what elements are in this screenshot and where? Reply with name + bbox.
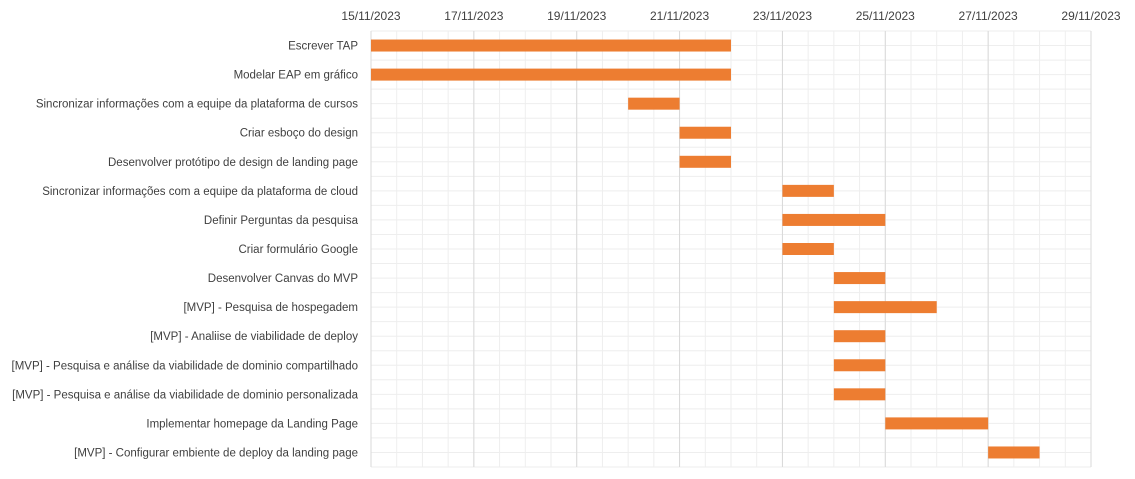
task-label: Criar formulário Google: [238, 244, 358, 256]
task-label: Modelar EAP em gráfico: [234, 70, 358, 82]
task-bars: [371, 39, 1040, 459]
task-label: Implementar homepage da Landing Page: [146, 418, 358, 430]
x-tick-label: 25/11/2023: [856, 9, 915, 23]
task-label: Criar esboço do design: [240, 128, 358, 140]
x-tick-label: 15/11/2023: [341, 9, 400, 23]
task-bar: [833, 388, 886, 401]
task-bar: [782, 184, 834, 197]
x-tick-label: 19/11/2023: [547, 9, 606, 23]
x-tick-label: 21/11/2023: [650, 9, 709, 23]
minor-gridlines: [370, 30, 1092, 468]
task-bar: [988, 446, 1040, 459]
task-label: Definir Perguntas da pesquisa: [204, 215, 359, 227]
task-label: [MVP] - Pesquisa e análise da viabilidad…: [12, 389, 358, 401]
task-bar: [885, 417, 989, 430]
task-bar: [628, 97, 680, 110]
task-bar: [833, 301, 937, 314]
x-tick-label: 27/11/2023: [959, 9, 1018, 23]
task-bar: [833, 272, 886, 285]
task-bar: [833, 359, 886, 372]
task-label: [MVP] - Configurar embiente de deploy da…: [74, 447, 358, 459]
task-bar: [679, 126, 731, 139]
x-tick-label: 23/11/2023: [753, 9, 812, 23]
task-bar: [782, 243, 834, 255]
task-bar: [371, 39, 731, 52]
task-bar: [782, 213, 886, 226]
task-label: [MVP] - Pesquisa e análise da viabilidad…: [12, 360, 358, 372]
x-axis-tick-labels: 15/11/2023 17/11/2023 19/11/2023 21/11/2023…: [341, 9, 1120, 23]
task-label: Escrever TAP: [288, 41, 358, 53]
task-label: Desenvolver Canvas do MVP: [208, 273, 359, 285]
task-label: Desenvolver protótipo de design de landi…: [108, 157, 358, 169]
task-label: Sincronizar informações com a equipe da …: [42, 186, 358, 198]
task-label: [MVP] - Analiise de viabilidade de deplo…: [150, 331, 358, 343]
task-label: Sincronizar informações com a equipe da …: [36, 99, 358, 111]
task-bar: [679, 155, 731, 168]
task-label: [MVP] - Pesquisa de hospegadem: [183, 302, 358, 314]
task-bar: [371, 68, 731, 81]
task-bar: [833, 330, 886, 343]
x-tick-label: 29/11/2023: [1061, 9, 1120, 23]
x-tick-label: 17/11/2023: [444, 9, 503, 23]
task-labels: Escrever TAP Modelar EAP em gráfico Sincro…: [12, 41, 359, 460]
